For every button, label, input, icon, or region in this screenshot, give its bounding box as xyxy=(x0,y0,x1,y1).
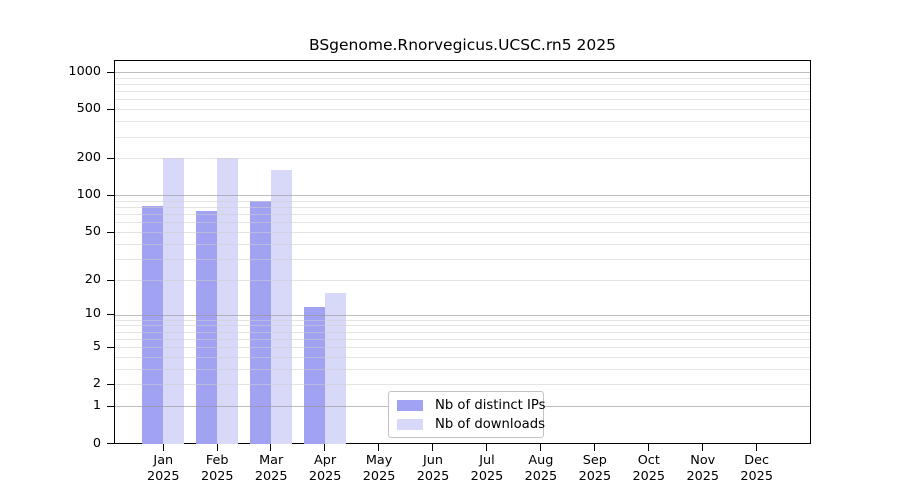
x-tick-label-apr: Apr 2025 xyxy=(308,453,342,484)
gridline-minor-500 xyxy=(115,109,810,111)
y-tick-100 xyxy=(107,195,114,196)
chart-legend: Nb of distinct IPs Nb of downloads xyxy=(388,391,546,438)
y-tick-5 xyxy=(107,346,114,348)
y-tick-label-1000: 1000 xyxy=(68,63,101,79)
bar-jan-distinct-ips xyxy=(141,205,163,444)
x-tick-label-feb: Feb 2025 xyxy=(200,453,234,484)
x-tick-label-oct: Oct 2025 xyxy=(632,453,666,484)
y-tick-200 xyxy=(107,157,114,159)
gridline-minor-300 xyxy=(115,136,810,138)
y-tick-0 xyxy=(107,443,114,445)
x-tick-label-jan: Jan 2025 xyxy=(147,453,180,484)
bar-feb-downloads xyxy=(216,158,238,444)
x-tick-label-sep: Sep 2025 xyxy=(578,453,612,484)
y-tick-20 xyxy=(107,279,114,281)
x-tick-label-jul: Jul 2025 xyxy=(470,453,504,484)
gridline-minor-600 xyxy=(115,99,810,101)
x-tick-mar xyxy=(270,444,272,451)
y-tick-500 xyxy=(107,108,114,110)
x-tick-may xyxy=(378,444,380,451)
y-tick-1 xyxy=(107,406,114,407)
legend-item-distinct-ips: Nb of distinct IPs xyxy=(397,398,546,413)
y-tick-label-1: 1 xyxy=(92,398,101,414)
y-tick-label-50: 50 xyxy=(84,223,101,239)
x-tick-label-jun: Jun 2025 xyxy=(416,453,450,484)
gridline-minor-900 xyxy=(115,77,810,79)
y-tick-10 xyxy=(107,314,114,316)
x-tick-sep xyxy=(594,444,596,451)
y-tick-2 xyxy=(107,384,114,386)
gridline-minor-800 xyxy=(115,83,810,85)
bar-jan-downloads xyxy=(162,158,184,444)
bar-feb-distinct-ips xyxy=(195,210,217,444)
y-tick-50 xyxy=(107,231,114,233)
x-tick-feb xyxy=(216,444,218,451)
x-tick-oct xyxy=(648,444,650,451)
chart-title: BSgenome.Rnorvegicus.UCSC.rn5 2025 xyxy=(308,36,616,54)
bar-mar-downloads xyxy=(270,169,292,444)
x-tick-jul xyxy=(486,444,488,451)
legend-item-downloads: Nb of downloads xyxy=(397,417,545,432)
x-tick-label-dec: Dec 2025 xyxy=(740,453,773,484)
x-tick-jun xyxy=(432,444,434,451)
plot-area xyxy=(114,60,811,444)
x-tick-label-mar: Mar 2025 xyxy=(254,453,288,484)
bar-mar-distinct-ips xyxy=(249,200,271,444)
x-tick-label-may: May 2025 xyxy=(362,453,396,484)
legend-swatch-distinct-ips xyxy=(397,399,423,411)
legend-label-distinct-ips: Nb of distinct IPs xyxy=(435,397,546,413)
y-tick-label-100: 100 xyxy=(76,187,101,203)
x-tick-jan xyxy=(162,444,164,451)
x-tick-apr xyxy=(324,444,326,451)
x-tick-label-nov: Nov 2025 xyxy=(686,453,720,484)
x-tick-label-aug: Aug 2025 xyxy=(524,453,558,484)
y-tick-label-5: 5 xyxy=(92,339,101,355)
gridline-major-1000 xyxy=(115,71,810,73)
legend-label-downloads: Nb of downloads xyxy=(435,416,545,432)
y-tick-label-200: 200 xyxy=(76,150,101,166)
x-tick-nov xyxy=(702,444,704,451)
y-tick-label-20: 20 xyxy=(84,271,101,287)
y-tick-label-0: 0 xyxy=(92,435,101,451)
bar-apr-downloads xyxy=(324,292,346,444)
bar-apr-distinct-ips xyxy=(303,307,325,444)
y-tick-1000 xyxy=(107,71,114,73)
legend-swatch-downloads xyxy=(397,418,423,430)
y-tick-label-10: 10 xyxy=(84,306,101,322)
y-tick-label-2: 2 xyxy=(92,376,101,392)
gridline-minor-700 xyxy=(115,91,810,93)
x-tick-aug xyxy=(540,444,542,451)
gridline-minor-400 xyxy=(115,121,810,123)
x-tick-dec xyxy=(755,444,757,451)
y-tick-label-500: 500 xyxy=(76,101,101,117)
